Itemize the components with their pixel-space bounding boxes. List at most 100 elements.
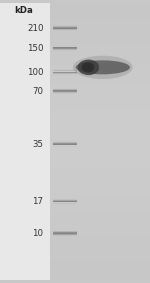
Bar	[53, 45, 76, 46]
Bar	[50, 31, 150, 34]
Bar	[53, 91, 76, 92]
Bar	[50, 23, 150, 27]
Bar	[53, 69, 76, 70]
Bar	[0, 3, 50, 280]
Bar	[53, 72, 76, 73]
Text: 100: 100	[27, 68, 44, 77]
Bar	[50, 231, 150, 235]
Bar	[50, 204, 150, 207]
Bar	[53, 232, 76, 233]
Bar	[50, 76, 150, 79]
Bar	[50, 145, 150, 148]
Bar	[50, 93, 150, 97]
Bar	[50, 221, 150, 225]
Bar	[53, 141, 76, 142]
Bar	[50, 69, 150, 72]
Bar	[50, 259, 150, 263]
Bar	[50, 10, 150, 13]
Bar	[50, 263, 150, 266]
Bar	[50, 200, 150, 204]
Bar	[50, 194, 150, 197]
Bar	[53, 199, 76, 200]
Bar	[50, 79, 150, 83]
Bar	[50, 13, 150, 17]
Bar	[50, 6, 150, 10]
Bar	[50, 235, 150, 239]
Bar	[50, 97, 150, 100]
Bar	[53, 27, 76, 28]
Bar	[50, 228, 150, 231]
Bar	[50, 239, 150, 242]
Bar	[53, 230, 76, 231]
Ellipse shape	[73, 56, 133, 79]
Bar	[50, 207, 150, 211]
Bar	[50, 52, 150, 55]
Text: 150: 150	[27, 44, 44, 53]
Bar	[53, 200, 76, 201]
Bar	[50, 121, 150, 124]
Ellipse shape	[78, 59, 99, 75]
Bar	[50, 166, 150, 169]
Bar	[50, 270, 150, 273]
Bar	[50, 245, 150, 249]
Bar	[53, 88, 76, 89]
Bar	[50, 183, 150, 186]
Bar	[50, 135, 150, 138]
Bar	[50, 225, 150, 228]
Ellipse shape	[82, 62, 94, 72]
Text: 10: 10	[33, 229, 43, 238]
Bar	[50, 110, 150, 114]
Bar	[50, 114, 150, 117]
Bar	[53, 144, 76, 145]
Bar	[53, 47, 76, 48]
Bar	[50, 62, 150, 65]
Bar	[50, 17, 150, 20]
Bar	[53, 48, 76, 49]
Bar	[53, 231, 76, 232]
Text: 35: 35	[33, 140, 43, 149]
Bar	[50, 256, 150, 259]
Bar	[53, 234, 76, 235]
Ellipse shape	[99, 62, 130, 72]
Bar	[50, 131, 150, 134]
Bar	[53, 145, 76, 146]
Bar	[50, 277, 150, 280]
Bar	[53, 49, 76, 50]
Bar	[50, 83, 150, 86]
Bar	[53, 233, 76, 234]
Bar	[53, 201, 76, 202]
Bar	[50, 128, 150, 131]
Bar	[50, 169, 150, 173]
Bar	[53, 70, 76, 71]
Bar	[50, 41, 150, 44]
Bar	[50, 72, 150, 76]
Bar	[50, 100, 150, 103]
Bar	[50, 38, 150, 41]
Bar	[50, 266, 150, 270]
Text: kDa: kDa	[14, 6, 33, 15]
Bar	[50, 155, 150, 159]
Bar	[50, 27, 150, 31]
Bar	[50, 162, 150, 166]
Bar	[53, 92, 76, 93]
Bar	[50, 55, 150, 58]
Bar	[53, 50, 76, 51]
Bar	[50, 89, 150, 93]
Bar	[53, 203, 76, 204]
Bar	[53, 28, 76, 29]
Bar	[53, 71, 76, 72]
Bar	[53, 74, 76, 75]
Bar	[50, 148, 150, 152]
Bar	[50, 152, 150, 155]
Bar	[53, 25, 76, 26]
Bar	[50, 159, 150, 162]
Bar	[50, 34, 150, 37]
Bar	[50, 252, 150, 256]
Bar	[50, 190, 150, 194]
Bar	[50, 107, 150, 110]
Bar	[53, 235, 76, 236]
Bar	[50, 180, 150, 183]
Bar	[50, 20, 150, 23]
Bar	[53, 143, 76, 144]
Bar	[50, 117, 150, 121]
